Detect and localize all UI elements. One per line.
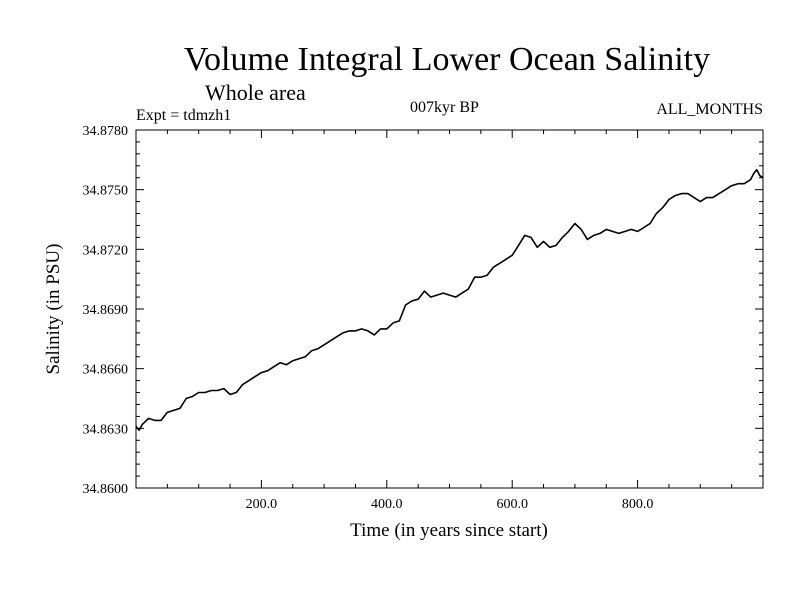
y-axis-label: Salinity (in PSU) <box>43 244 64 375</box>
y-tick-labels: 34.8600 34.8630 34.8660 34.8690 34.8720 34.87… <box>83 124 129 497</box>
period-label: 007kyr BP <box>410 99 479 116</box>
series-line-salinity <box>135 169 764 432</box>
chart-subtitle: Whole area <box>205 80 306 105</box>
y-tick-label: 34.8660 <box>83 363 129 378</box>
chart-title: Volume Integral Lower Ocean Salinity <box>184 41 710 78</box>
plot-frame <box>135 129 764 489</box>
experiment-label: Expt = tdmzh1 <box>136 107 231 124</box>
y-tick-label: 34.8780 <box>83 124 129 139</box>
x-tick-label: 600.0 <box>496 497 528 512</box>
x-tick-label: 400.0 <box>371 497 403 512</box>
x-tick-label: 200.0 <box>246 497 278 512</box>
axis-ticks <box>136 130 763 488</box>
x-tick-labels: 200.0 400.0 600.0 800.0 <box>246 497 654 512</box>
y-tick-label: 34.8720 <box>83 243 129 258</box>
x-tick-label: 800.0 <box>622 497 654 512</box>
y-tick-label: 34.8750 <box>83 184 129 199</box>
y-tick-label: 34.8690 <box>83 303 129 318</box>
x-axis-label: Time (in years since start) <box>350 520 548 541</box>
y-tick-label: 34.8600 <box>83 482 129 497</box>
months-label: ALL_MONTHS <box>656 101 763 118</box>
y-tick-label: 34.8630 <box>83 422 129 437</box>
